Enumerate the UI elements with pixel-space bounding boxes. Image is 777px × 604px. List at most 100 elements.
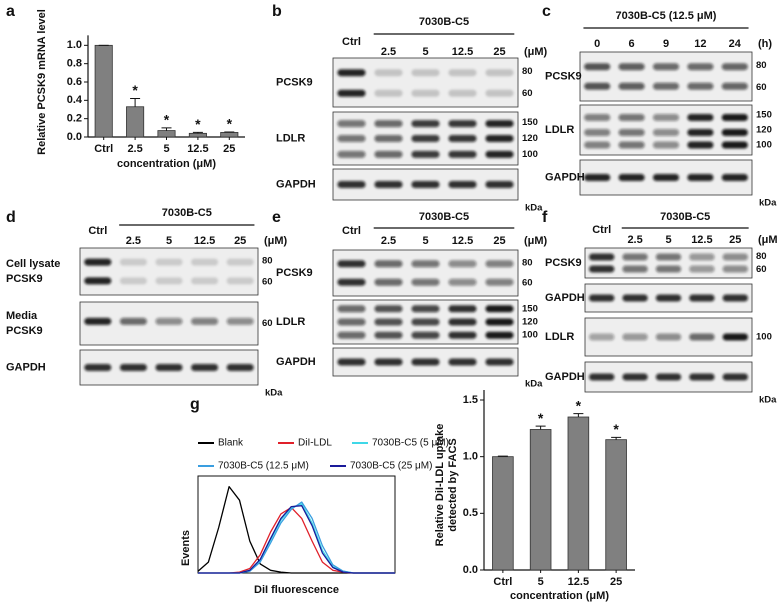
band — [337, 89, 366, 97]
bar — [567, 416, 590, 571]
significance: * — [613, 421, 619, 437]
mw-marker: 60 — [262, 276, 273, 287]
blot-strip — [332, 57, 519, 108]
bar — [126, 106, 145, 138]
band — [448, 260, 477, 268]
protein-label: GAPDH — [276, 356, 316, 368]
protein-label: LDLR — [545, 124, 574, 136]
band — [191, 364, 219, 371]
bands — [584, 114, 748, 149]
y-tick-label: 0.6 — [67, 76, 82, 88]
band — [448, 278, 477, 286]
band — [411, 120, 440, 128]
mw-marker: 120 — [522, 317, 538, 328]
band — [485, 305, 514, 313]
band — [655, 373, 682, 381]
band — [448, 358, 477, 366]
band — [622, 253, 648, 261]
band — [84, 317, 112, 325]
band — [191, 258, 219, 266]
band — [374, 305, 403, 313]
protein-label: GAPDH — [545, 171, 585, 183]
kda-label: kDa — [525, 203, 543, 214]
band — [448, 69, 477, 77]
y-axis-label: Relative PCSK9 mRNA level — [36, 9, 48, 155]
band — [374, 331, 403, 339]
panel-letter: a — [6, 3, 15, 20]
band — [689, 265, 715, 273]
band — [722, 373, 748, 381]
histogram-line — [197, 485, 395, 574]
protein-label: PCSK9 — [276, 76, 313, 88]
band — [485, 89, 514, 97]
protein-label: LDLR — [545, 331, 574, 343]
band — [721, 174, 748, 181]
bands — [589, 333, 748, 341]
bands — [337, 260, 514, 286]
band — [589, 253, 615, 261]
y-axis-label: detected by FACS — [447, 438, 459, 532]
bands — [337, 305, 514, 339]
band — [155, 277, 183, 285]
mw-marker: 100 — [522, 149, 538, 160]
y-tick-label: 1.0 — [463, 451, 478, 463]
lane-label: 5 — [422, 46, 428, 58]
x-tick-label: 2.5 — [127, 143, 142, 155]
bands — [337, 69, 514, 97]
histogram-line — [198, 503, 395, 574]
lane-label: 6 — [629, 38, 635, 50]
band — [448, 305, 477, 313]
protein-label: GAPDH — [276, 178, 316, 190]
band — [618, 63, 645, 71]
band — [374, 278, 403, 286]
band — [411, 69, 440, 77]
significance: * — [164, 112, 170, 128]
bands — [584, 174, 748, 181]
lane-label: 2.5 — [381, 235, 396, 247]
band — [191, 317, 219, 325]
lane-label: 24 — [729, 38, 742, 50]
band — [652, 141, 680, 149]
x-tick-label: 12.5 — [187, 143, 208, 155]
band — [374, 120, 403, 128]
band — [485, 358, 514, 366]
band — [119, 277, 147, 285]
band — [589, 333, 615, 341]
y-tick-label: 1.0 — [67, 39, 82, 51]
lane-label: 12 — [694, 38, 706, 50]
x-axis-label: concentration (μM) — [510, 590, 609, 602]
band — [411, 305, 440, 313]
band — [226, 258, 254, 266]
protein-label: GAPDH — [545, 292, 585, 304]
lane-label: 12.5 — [194, 235, 215, 247]
band — [589, 265, 615, 273]
band — [411, 135, 440, 142]
band — [155, 258, 183, 266]
band — [721, 141, 748, 149]
treatment-header: 7030B-C5 — [419, 211, 469, 223]
treatment-header: 7030B-C5 — [419, 16, 469, 28]
band — [155, 364, 183, 371]
x-tick-label: 25 — [223, 143, 235, 155]
significance: * — [195, 116, 201, 132]
band — [687, 141, 714, 149]
bands — [584, 63, 748, 90]
band — [622, 265, 648, 273]
blot-strip — [579, 51, 753, 102]
y-tick-label: 0.5 — [463, 507, 478, 519]
x-tick-label: 25 — [610, 576, 622, 588]
lane-label: 25 — [234, 235, 246, 247]
mw-marker: 80 — [522, 66, 533, 77]
kda-label: kDa — [265, 388, 283, 399]
mw-marker: 80 — [756, 60, 767, 71]
mw-marker: 60 — [522, 278, 533, 289]
bands — [589, 294, 748, 302]
band — [448, 135, 477, 142]
mw-marker: 150 — [756, 110, 772, 121]
x-tick-label: Ctrl — [94, 143, 113, 155]
band — [411, 318, 440, 326]
band — [589, 373, 615, 381]
significance: * — [132, 82, 138, 98]
band — [374, 150, 403, 158]
